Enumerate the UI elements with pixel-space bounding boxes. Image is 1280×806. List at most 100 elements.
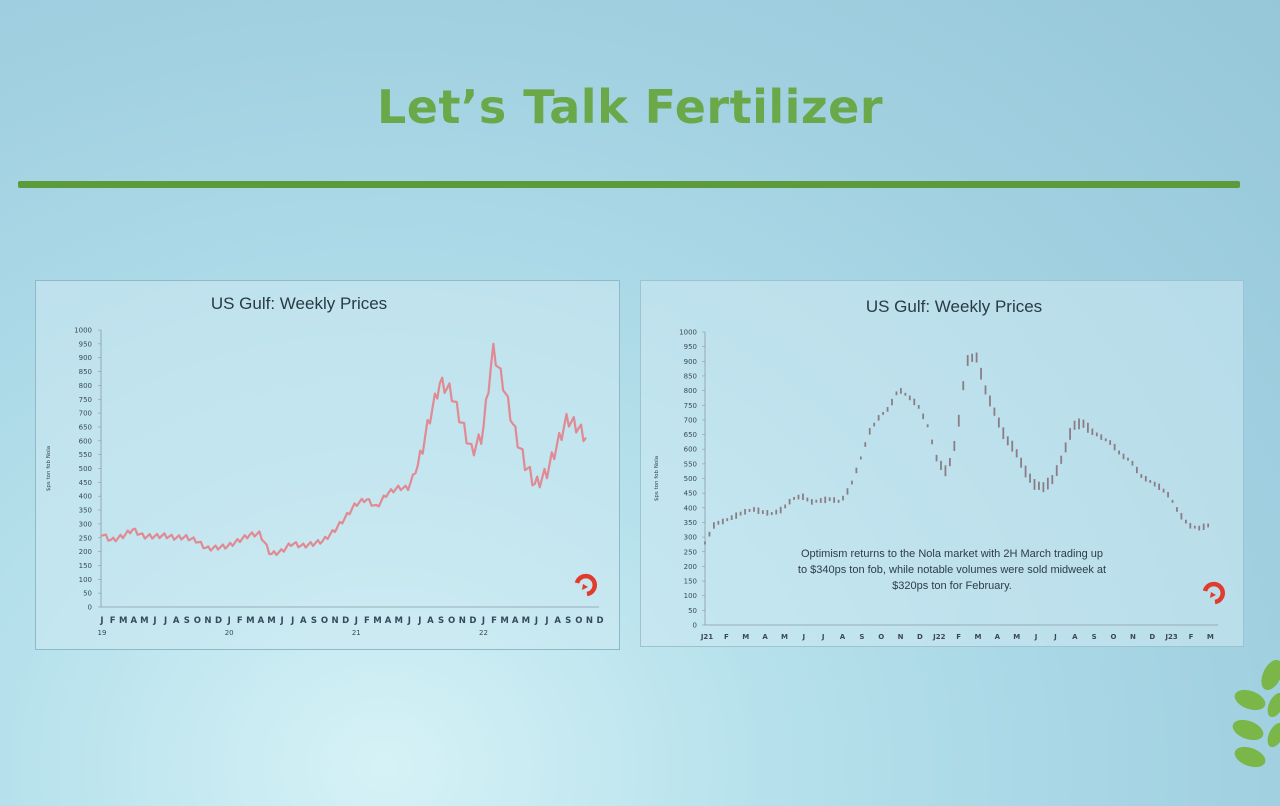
y-tick-label: 600 [684,446,697,454]
x-tick-label: D [342,616,349,626]
y-tick-label: 0 [88,604,92,612]
argus-logo-icon [1202,581,1225,605]
y-tick-label: 400 [79,493,92,501]
y-tick-label: 50 [688,607,697,615]
x-tick-label: A [427,616,434,626]
y-tick-label: 900 [79,354,92,362]
x-tick-label: M [522,616,530,626]
y-tick-label: 500 [79,465,92,473]
x-tick-label: M [394,616,402,626]
x-tick-label: J [481,616,485,626]
x-tick-label: N [898,633,904,641]
x-tick-label: A [130,616,137,626]
chart-annotation-line: $320ps ton for February. [892,580,1012,592]
x-tick-label: D [1149,633,1155,641]
y-tick-label: 650 [684,431,697,439]
x-tick-label: F [1189,633,1194,641]
x-tick-label: A [554,616,561,626]
y-tick-label: 0 [693,622,697,630]
x-tick-label: J [280,616,284,626]
argus-logo-arc [574,573,597,597]
y-tick-label: 650 [79,423,92,431]
chart-annotation-line: to $340ps ton fob, while notable volumes… [798,564,1106,576]
x-tick-label: S [859,633,864,641]
x-tick-label: N [204,616,211,626]
x-tick-label: N [586,616,593,626]
y-tick-label: 300 [79,520,92,528]
y-tick-label: 500 [684,475,697,483]
x-tick-label: S [184,616,190,626]
x-tick-label: M [975,633,982,641]
x-tick-label: F [110,616,116,626]
x-tick-label: M [1207,633,1214,641]
x-tick-label: A [512,616,519,626]
x-tick-label: S [1092,633,1097,641]
x-tick-label: M [1013,633,1020,641]
x-tick-label: M [373,616,381,626]
x-tick-label: J [99,616,103,626]
year-label: 19 [98,629,107,637]
year-label: 21 [352,629,361,637]
argus-logo-arrow [1210,592,1216,598]
y-tick-label: 850 [684,372,697,380]
x-tick-label: A [385,616,392,626]
year-label: 20 [225,629,234,637]
x-tick-label: M [742,633,749,641]
x-tick-label: F [724,633,729,641]
x-tick-label: O [1111,633,1117,641]
x-tick-label: M [500,616,508,626]
chart-left: US Gulf: Weekly Prices 0 50 100 150 200 250 300… [46,294,604,637]
y-tick-label: 800 [684,387,697,395]
wheat-leaf-icon [1232,660,1280,768]
x-tick-label: N [332,616,339,626]
x-tick-label: J [152,616,156,626]
y-tick-label: 600 [79,437,92,445]
year-label: 22 [479,629,488,637]
x-tick-label: D [596,616,603,626]
x-tick-label: O [448,616,455,626]
x-tick-label: A [173,616,180,626]
y-tick-label: 250 [79,534,92,542]
y-tick-label: 700 [684,416,697,424]
series-line [100,342,587,557]
x-tick-label: A [258,616,265,626]
y-tick-label: 150 [79,562,92,570]
x-tick-label: F [491,616,497,626]
y-tick-label: 850 [79,368,92,376]
y-tick-label: 1000 [679,329,697,337]
chart-title: US Gulf: Weekly Prices [866,297,1042,316]
x-tick-label: F [956,633,961,641]
x-tick-label: J [821,633,825,641]
x-tick-label: N [459,616,466,626]
y-tick-label: 250 [684,548,697,556]
x-tick-label: D [917,633,923,641]
x-tick-label: J23 [1164,633,1177,641]
x-tick-label: M [267,616,275,626]
y-tick-label: 350 [79,507,92,515]
y-tick-label: 100 [79,576,92,584]
x-tick-label: J [534,616,538,626]
x-tick-label: M [781,633,788,641]
slide-title: Let’s Talk Fertilizer [376,80,884,134]
y-tick-label: 300 [684,534,697,542]
x-tick-label: A [762,633,768,641]
y-tick-label: 950 [684,343,697,351]
y-tick-label: 550 [79,451,92,459]
y-axis-label: $ps ton fob Nola [654,456,660,501]
x-tick-label: O [194,616,201,626]
x-tick-label: A [995,633,1001,641]
y-tick-label: 1000 [74,327,92,335]
x-tick-label: D [469,616,476,626]
chart-annotation-line: Optimism returns to the Nola market with… [801,548,1103,560]
y-tick-label: 450 [684,490,697,498]
y-tick-label: 950 [79,340,92,348]
y-tick-label: 800 [79,382,92,390]
y-tick-label: 550 [684,460,697,468]
chart-panel-left: US Gulf: Weekly Prices 0 50 100 150 200 250 300… [35,280,620,650]
y-tick-label: 200 [79,548,92,556]
x-tick-label: O [321,616,328,626]
argus-logo-icon [574,573,597,597]
argus-logo-arc [1202,581,1225,605]
x-tick-label: S [438,616,444,626]
x-tick-label: M [246,616,254,626]
